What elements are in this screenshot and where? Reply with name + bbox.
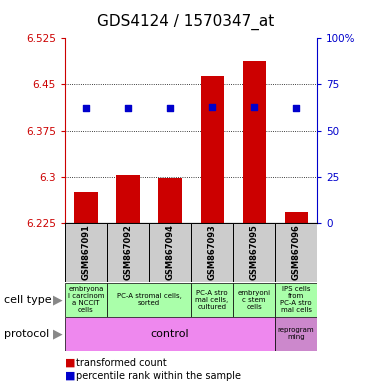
Text: protocol: protocol [4, 329, 49, 339]
Text: embryoni
c stem
cells: embryoni c stem cells [237, 290, 271, 310]
Point [125, 105, 131, 111]
Bar [233, 283, 275, 317]
Bar [191, 223, 233, 282]
Bar [243, 61, 266, 223]
Text: embryona
l carcinom
a NCCIT
cells: embryona l carcinom a NCCIT cells [68, 286, 104, 313]
Point [251, 104, 257, 110]
Point [167, 105, 173, 111]
Bar [275, 223, 317, 282]
Text: ▶: ▶ [53, 293, 62, 306]
Text: ■: ■ [65, 371, 75, 381]
Bar [116, 175, 139, 223]
Bar [74, 192, 98, 223]
Text: ▶: ▶ [53, 327, 62, 340]
Text: GDS4124 / 1570347_at: GDS4124 / 1570347_at [97, 13, 274, 30]
Text: reprogram
ming: reprogram ming [278, 327, 315, 340]
Bar [65, 317, 275, 351]
Bar [275, 283, 317, 317]
Point [83, 105, 89, 111]
Bar [107, 283, 191, 317]
Point [209, 104, 215, 110]
Bar [200, 76, 224, 223]
Text: PC-A stro
mal cells,
cultured: PC-A stro mal cells, cultured [196, 290, 229, 310]
Text: GSM867091: GSM867091 [82, 225, 91, 280]
Text: cell type: cell type [4, 295, 51, 305]
Text: ■: ■ [65, 358, 75, 368]
Text: control: control [151, 329, 189, 339]
Bar [158, 178, 181, 223]
Bar [275, 317, 317, 351]
Bar [285, 212, 308, 223]
Text: percentile rank within the sample: percentile rank within the sample [76, 371, 241, 381]
Text: PC-A stromal cells,
sorted: PC-A stromal cells, sorted [116, 293, 181, 306]
Bar [233, 223, 275, 282]
Bar [191, 283, 233, 317]
Bar [149, 223, 191, 282]
Text: GSM867094: GSM867094 [165, 225, 174, 280]
Text: GSM867095: GSM867095 [250, 225, 259, 280]
Text: GSM867093: GSM867093 [208, 225, 217, 280]
Bar [107, 223, 149, 282]
Text: GSM867092: GSM867092 [124, 225, 132, 280]
Bar [65, 283, 107, 317]
Point [293, 105, 299, 111]
Text: IPS cells
from
PC-A stro
mal cells: IPS cells from PC-A stro mal cells [280, 286, 312, 313]
Text: GSM867096: GSM867096 [292, 225, 301, 280]
Text: transformed count: transformed count [76, 358, 167, 368]
Bar [65, 223, 107, 282]
